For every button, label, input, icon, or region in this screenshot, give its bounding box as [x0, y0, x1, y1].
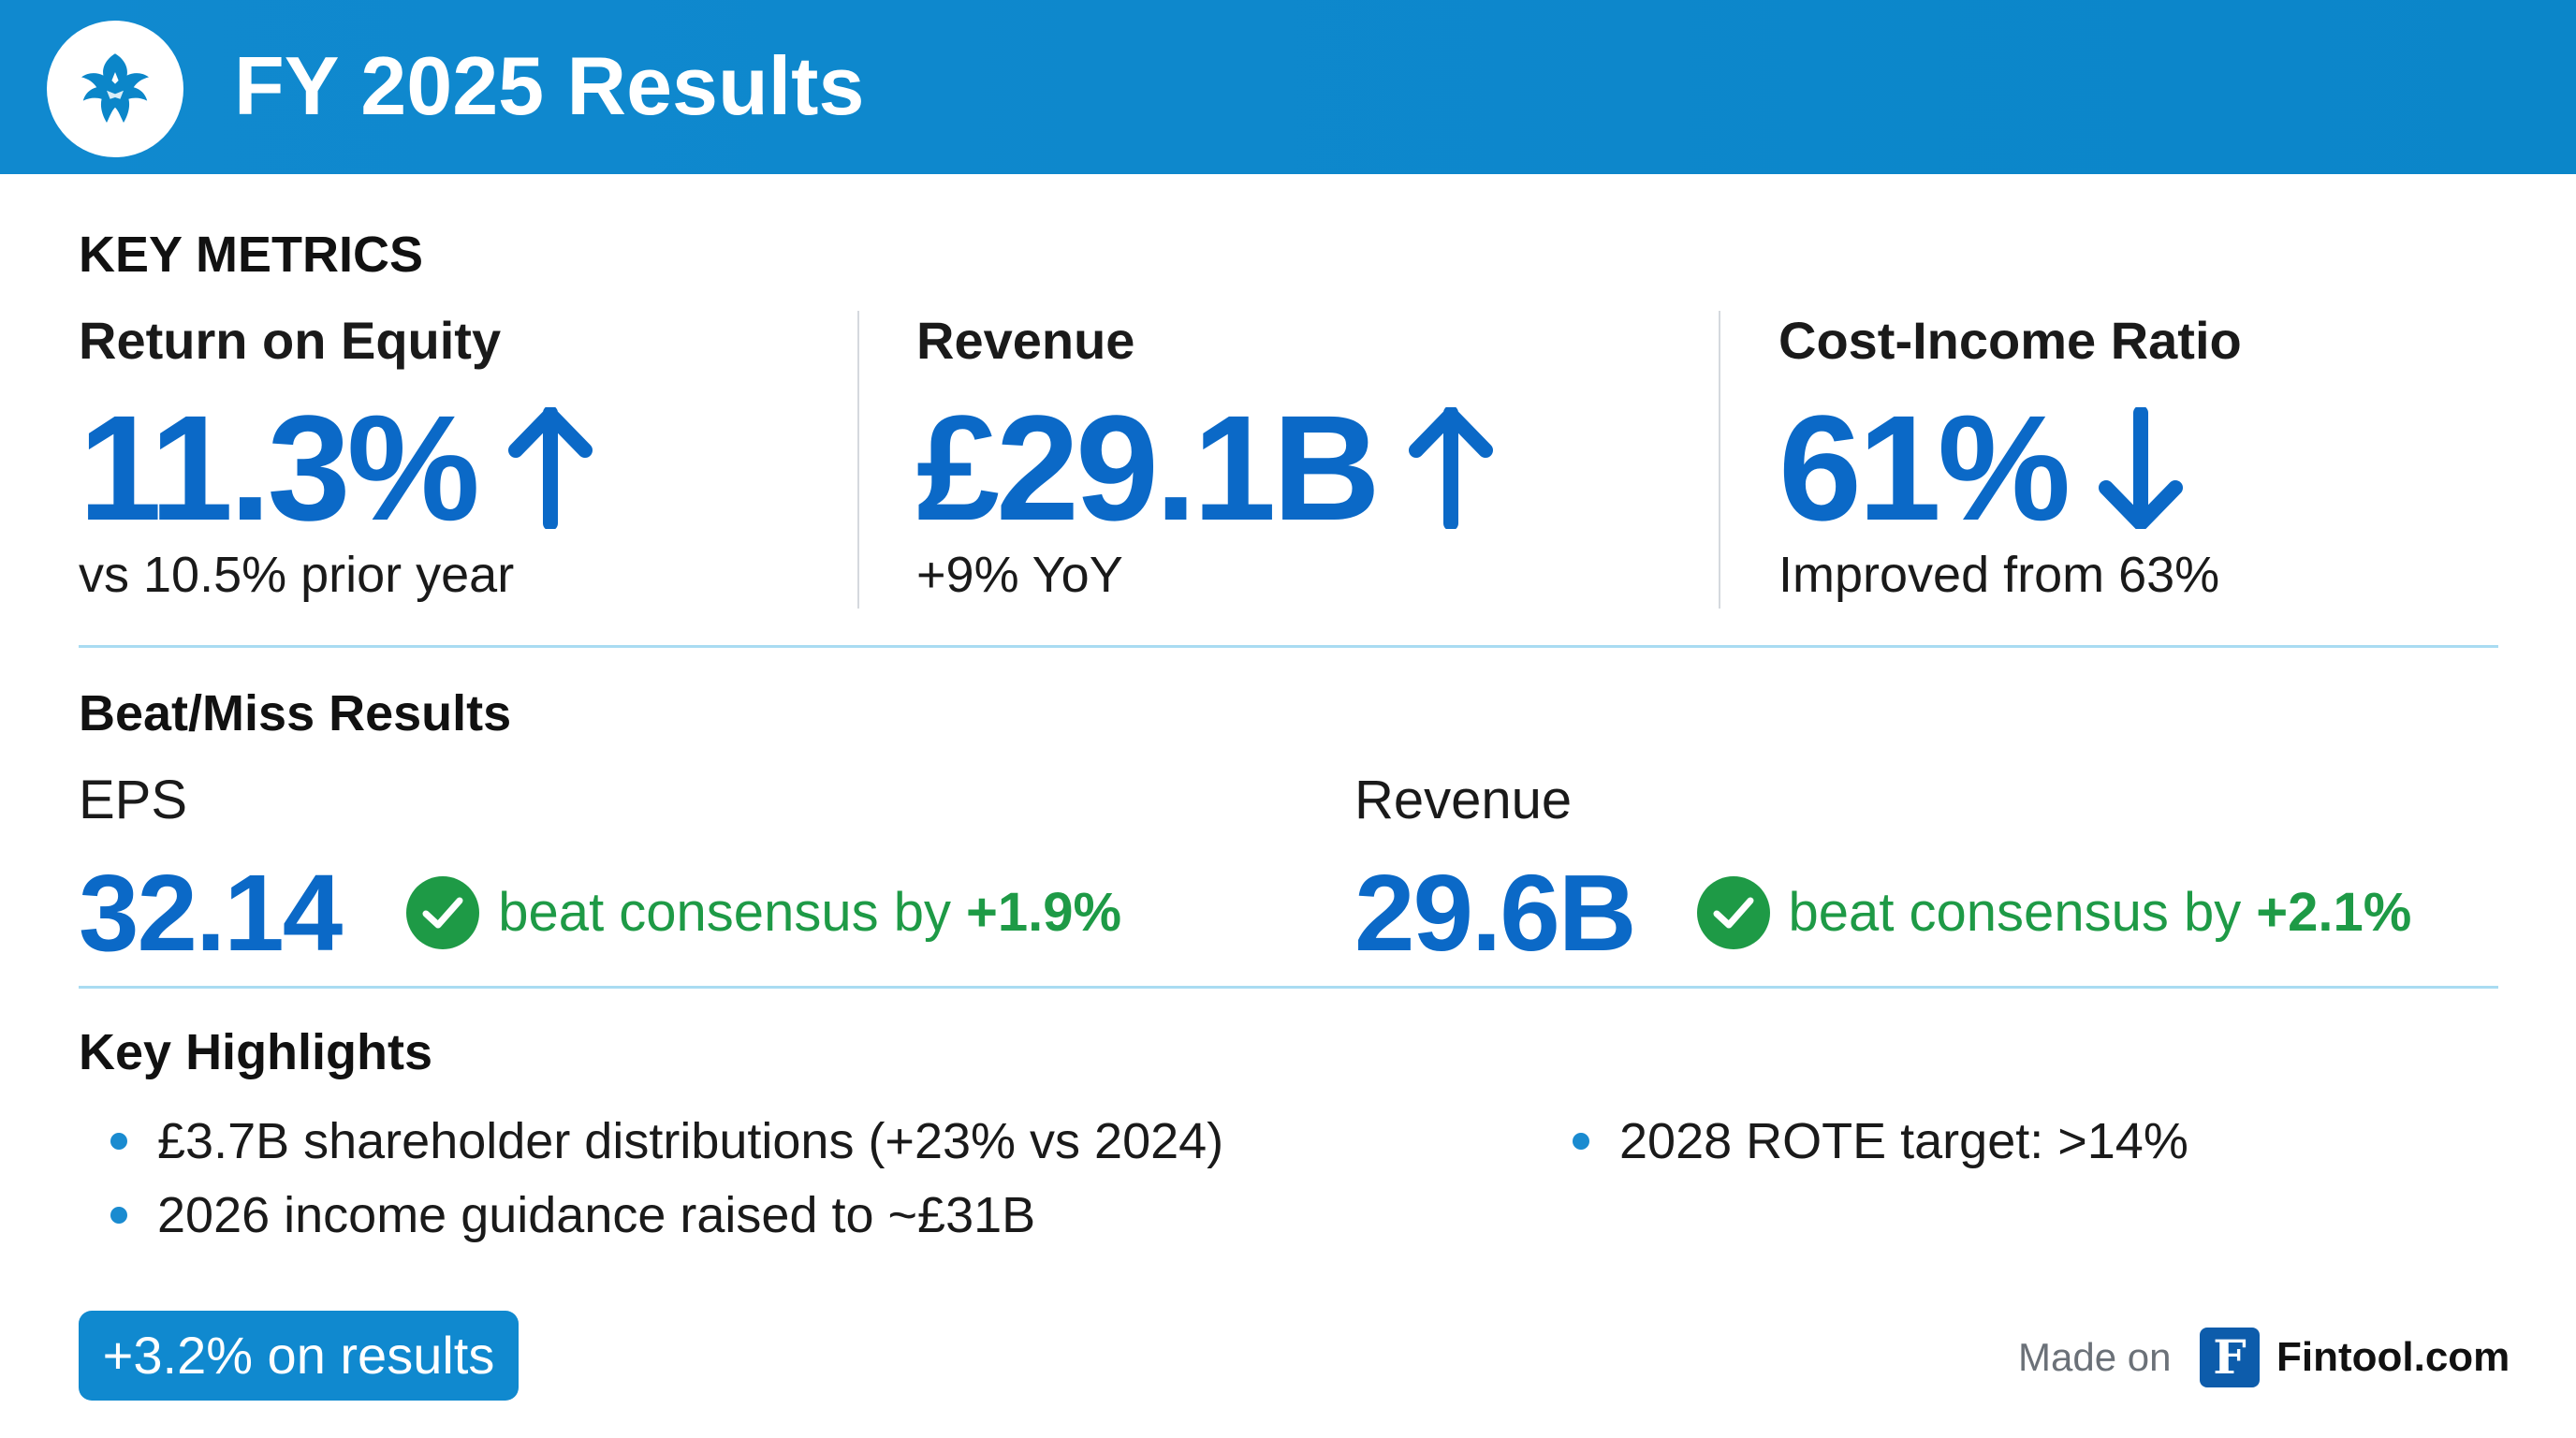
- eagle-icon: [47, 21, 183, 157]
- beat-miss-value: 32.14: [79, 852, 343, 974]
- fintool-link[interactable]: Fintool.com: [2276, 1334, 2510, 1380]
- section-divider: [79, 645, 2498, 648]
- column-divider: [1719, 311, 1720, 609]
- fintool-logo-icon[interactable]: F: [2200, 1328, 2260, 1387]
- highlight-text: 2026 income guidance raised to ~£31B: [157, 1187, 1036, 1243]
- column-divider: [857, 311, 859, 609]
- list-item: 2028 ROTE target: >14%: [1573, 1108, 2188, 1174]
- bullet-icon: [110, 1207, 127, 1224]
- checkmark-icon: [406, 876, 480, 949]
- bullet-icon: [1573, 1133, 1589, 1150]
- arrow-down-icon: [2099, 407, 2184, 529]
- bullet-icon: [110, 1133, 127, 1150]
- arrow-up-icon: [1408, 407, 1493, 529]
- beat-miss-label: Revenue: [1354, 770, 1573, 830]
- results-change-badge: +3.2% on results: [79, 1311, 519, 1401]
- checkmark-icon: [1696, 876, 1770, 949]
- metric-value: 11.3%: [79, 384, 480, 551]
- highlights-heading: Key Highlights: [79, 1024, 433, 1080]
- list-item: 2026 income guidance raised to ~£31B: [110, 1182, 1035, 1248]
- metric-value-row: 61%: [1778, 384, 2184, 551]
- beat-consensus-pct: +1.9%: [965, 882, 1122, 943]
- metric-subtext: Improved from 63%: [1778, 547, 2220, 603]
- key-metrics-heading: KEY METRICS: [79, 227, 424, 283]
- list-item: £3.7B shareholder distributions (+23% vs…: [110, 1108, 1223, 1174]
- made-on-label: Made on: [2018, 1335, 2172, 1379]
- beat-miss-heading: Beat/Miss Results: [79, 685, 512, 741]
- metric-value: £29.1B: [916, 384, 1381, 551]
- metric-label: Cost-Income Ratio: [1778, 311, 2242, 370]
- beat-miss-row: 32.14 beat consensus by +1.9%: [79, 843, 1121, 983]
- arrow-up-icon: [507, 407, 593, 529]
- metric-subtext: vs 10.5% prior year: [79, 547, 515, 603]
- beat-miss-row: 29.6B beat consensus by +2.1%: [1354, 843, 2411, 983]
- beat-miss-label: EPS: [79, 770, 188, 830]
- page-title: FY 2025 Results: [234, 39, 865, 132]
- section-divider: [79, 986, 2498, 989]
- beat-consensus-text: beat consensus by: [1788, 882, 2242, 943]
- beat-miss-value: 29.6B: [1354, 852, 1637, 974]
- metric-label: Revenue: [916, 311, 1135, 370]
- header-bar: FY 2025 Results: [0, 0, 2576, 174]
- beat-consensus-pct: +2.1%: [2256, 882, 2412, 943]
- metric-subtext: +9% YoY: [916, 547, 1123, 603]
- metric-label: Return on Equity: [79, 311, 502, 370]
- metric-value-row: £29.1B: [916, 393, 1493, 543]
- highlight-text: 2028 ROTE target: >14%: [1619, 1113, 2188, 1169]
- beat-consensus-text: beat consensus by: [498, 882, 951, 943]
- metric-value: 61%: [1778, 384, 2071, 551]
- metric-value-row: 11.3%: [79, 393, 593, 543]
- highlight-text: £3.7B shareholder distributions (+23% vs…: [157, 1113, 1224, 1169]
